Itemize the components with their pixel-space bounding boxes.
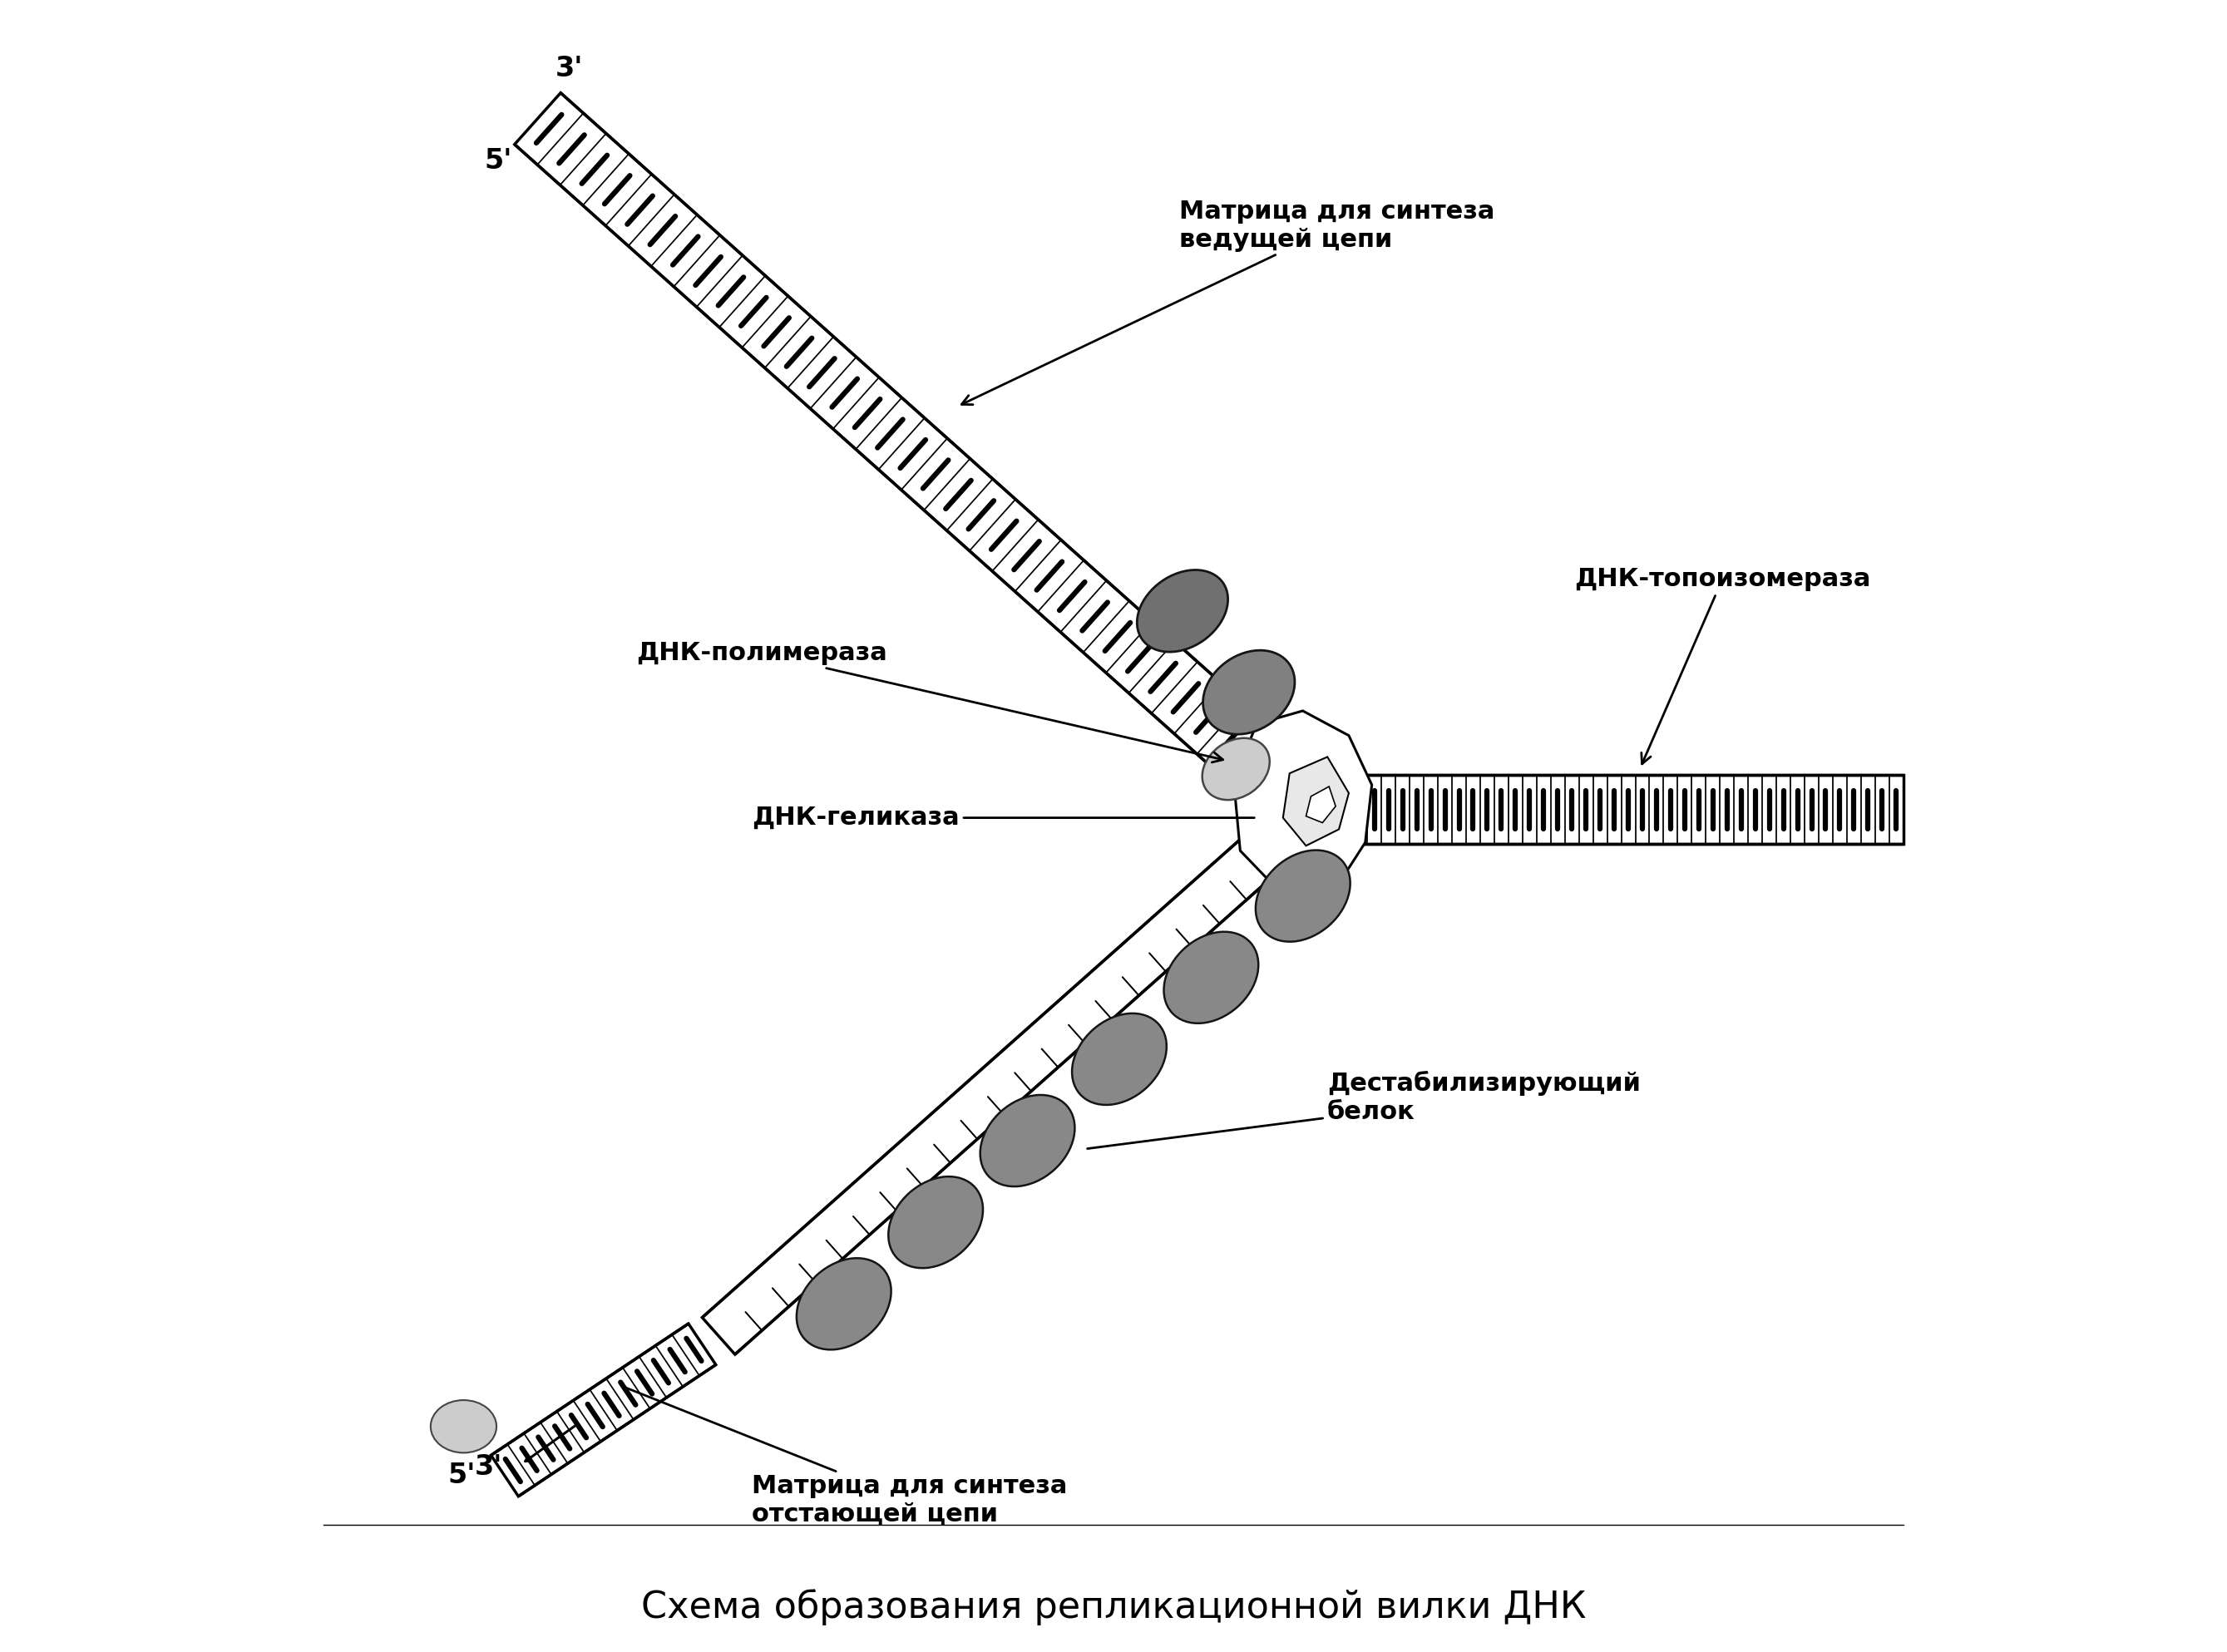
Ellipse shape — [1138, 570, 1227, 653]
Ellipse shape — [1203, 651, 1294, 733]
Ellipse shape — [1203, 738, 1269, 800]
Ellipse shape — [430, 1401, 497, 1452]
Ellipse shape — [1165, 932, 1258, 1023]
Polygon shape — [1305, 786, 1336, 823]
Text: Дестабилизирующий
белок: Дестабилизирующий белок — [1087, 1070, 1641, 1148]
Polygon shape — [1312, 775, 1904, 844]
Text: Матрица для синтеза
ведущей цепи: Матрица для синтеза ведущей цепи — [962, 200, 1494, 405]
Polygon shape — [490, 1323, 715, 1497]
Text: 5': 5' — [448, 1462, 474, 1488]
Text: Матрица для синтеза
отстающей цепи: Матрица для синтеза отстающей цепи — [621, 1386, 1067, 1526]
Text: ДНК-полимераза: ДНК-полимераза — [637, 641, 1223, 762]
Text: 3': 3' — [474, 1454, 503, 1480]
Ellipse shape — [889, 1176, 982, 1269]
Polygon shape — [1283, 757, 1350, 846]
Text: ДНК-топоизомераза: ДНК-топоизомераза — [1574, 567, 1871, 763]
Polygon shape — [702, 791, 1327, 1355]
Polygon shape — [514, 93, 1334, 836]
Polygon shape — [1234, 710, 1372, 895]
Ellipse shape — [1256, 851, 1350, 942]
Ellipse shape — [797, 1259, 891, 1350]
Text: Схема образования репликационной вилки ДНК: Схема образования репликационной вилки Д… — [641, 1589, 1586, 1626]
Text: 5': 5' — [483, 147, 512, 175]
Ellipse shape — [1071, 1013, 1167, 1105]
Text: ДНК-геликаза: ДНК-геликаза — [750, 806, 1254, 829]
Ellipse shape — [980, 1095, 1076, 1186]
Text: 3': 3' — [555, 55, 583, 83]
